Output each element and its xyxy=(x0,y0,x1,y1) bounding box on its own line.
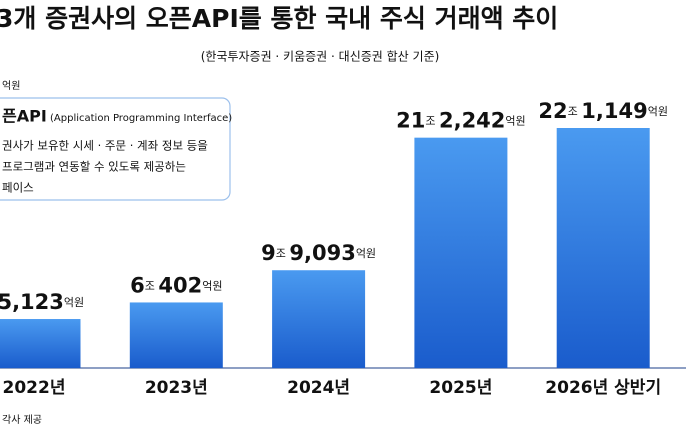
x-tick-label: 2022년 xyxy=(3,378,66,398)
value-label: 22조 1,149억원 xyxy=(538,99,668,123)
bar xyxy=(414,137,508,368)
bar xyxy=(272,270,366,368)
bar xyxy=(0,319,81,368)
x-tick-label: 2024년 xyxy=(287,378,350,398)
value-label: 21조 2,242억원 xyxy=(396,109,526,133)
x-tick-label: 2026년 상반기 xyxy=(545,378,661,398)
unit-label: 억원 xyxy=(2,80,20,92)
note-title: 픈API xyxy=(2,107,47,126)
bar xyxy=(129,302,223,368)
chart-title: 3개 증권사의 오픈API를 통한 국내 주식 거래액 추이 xyxy=(0,4,558,33)
note-line: 페이스 xyxy=(2,181,34,195)
bar xyxy=(556,128,650,368)
value-label: 9조 9,093억원 xyxy=(261,241,376,265)
note-line: 프로그램과 연동할 수 있도록 제공하는 xyxy=(2,160,186,174)
source: 각사 제공 xyxy=(2,414,42,426)
x-tick-label: 2023년 xyxy=(145,378,208,398)
x-tick-label: 2025년 xyxy=(429,378,492,398)
chart-subtitle: (한국투자증권 · 키움증권 · 대신증권 합산 기준) xyxy=(201,50,440,64)
value-label: 6조 402억원 xyxy=(130,273,222,297)
note-subtitle: (Application Programming Interface) xyxy=(50,113,232,124)
value-label: 조 5,123억원 xyxy=(0,290,84,314)
note-box xyxy=(0,97,231,201)
note-line: 권사가 보유한 시세 · 주문 · 계좌 정보 등을 xyxy=(2,139,208,153)
